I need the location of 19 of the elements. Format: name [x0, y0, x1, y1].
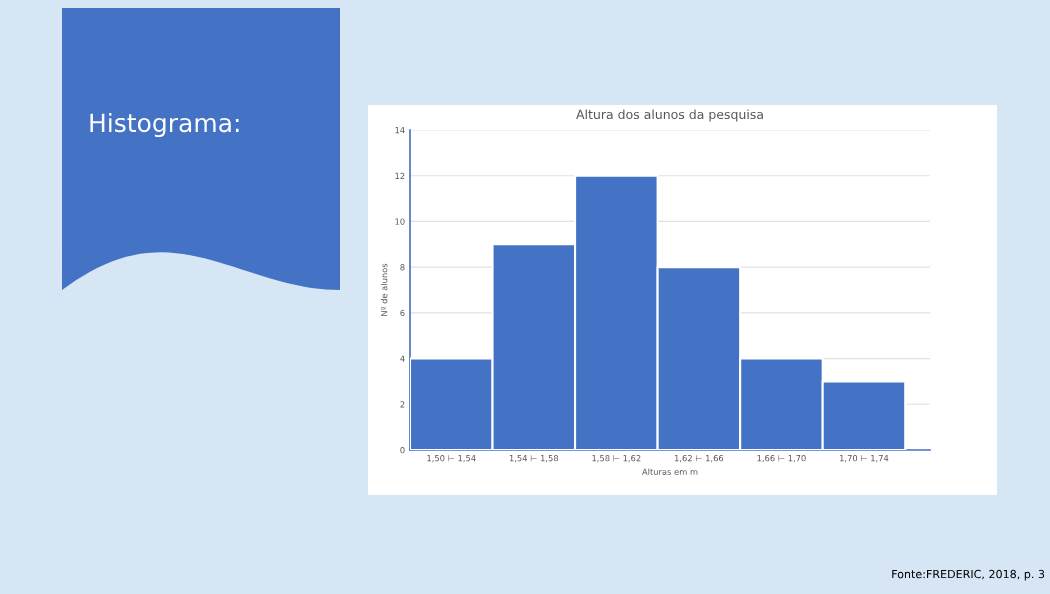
source-note: Fonte:FREDERIC, 2018, p. 3: [892, 569, 1045, 581]
text: Histograma:: [90, 112, 239, 138]
x-tick-label: 1,58 ⊢ 1,62: [592, 455, 641, 463]
y-tick-label: 6: [400, 309, 405, 317]
y-tick-label: 2: [400, 401, 405, 408]
chart-title: Altura dos alunos da pesquisa: [576, 109, 763, 122]
x-axis-title: Alturas em m: [642, 468, 698, 475]
x-tick-label: 1,70 ⊢ 1,74: [840, 455, 889, 463]
y-tick-label: 14: [395, 127, 405, 134]
y-tick-label: 10: [395, 218, 405, 225]
y-tick-label: 4: [400, 355, 405, 362]
y-tick-label: 0: [400, 446, 405, 454]
x-tick-label: 1,66 ⊢ 1,70: [757, 455, 806, 463]
y-axis-title: Nº de alunos: [380, 263, 388, 316]
y-tick-label: 8: [400, 264, 405, 271]
x-tick-label: 1,50 ⊢ 1,54: [427, 455, 476, 463]
x-tick-label: 1,54 ⊢ 1,58: [509, 455, 559, 463]
x-tick-label: 1,62 ⊢ 1,66: [674, 455, 724, 463]
y-tick-label: 12: [395, 172, 405, 179]
